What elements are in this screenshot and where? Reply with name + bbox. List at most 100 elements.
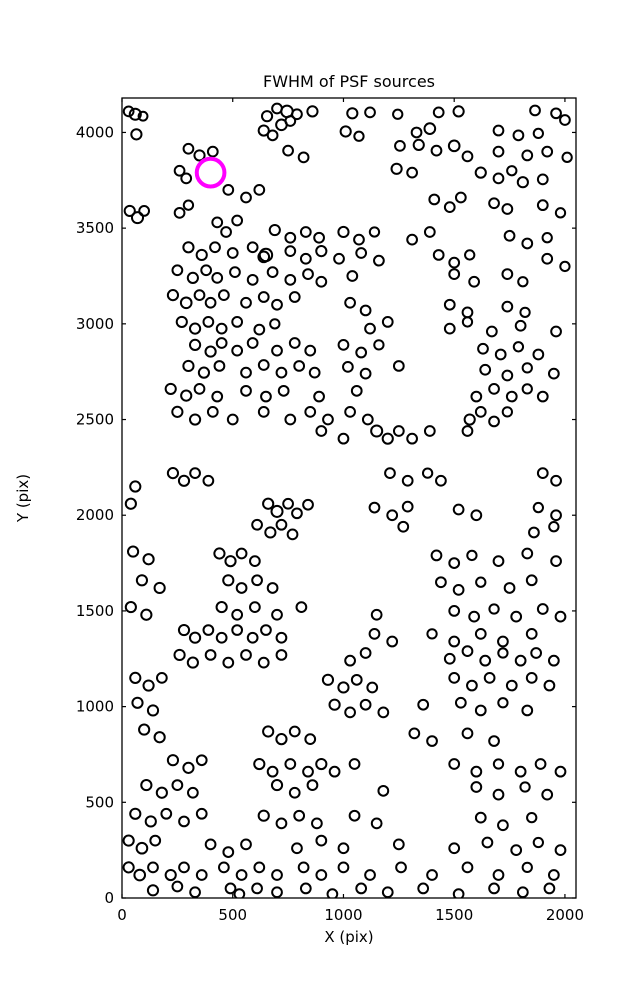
psf-source-circle — [240, 191, 252, 204]
psf-source-circle — [461, 727, 474, 740]
psf-source-circle — [249, 555, 261, 568]
psf-source-circle — [253, 757, 266, 771]
psf-source-circle — [384, 467, 396, 479]
psf-source-circle — [497, 635, 509, 648]
psf-source-circle — [366, 681, 379, 694]
psf-source-circle — [514, 765, 527, 778]
psf-source-circle — [275, 631, 288, 644]
psf-source-circle — [346, 107, 359, 120]
psf-source-circle — [373, 339, 385, 351]
psf-source-circle — [142, 679, 155, 692]
psf-source-circle — [122, 105, 135, 118]
psf-source-circle — [308, 366, 321, 379]
psf-source-circle — [386, 635, 399, 648]
psf-source-circle — [246, 337, 259, 349]
psf-source-circle — [492, 758, 505, 770]
psf-source-circle — [474, 166, 487, 179]
psf-source-circle — [206, 406, 219, 418]
psf-source-circle — [532, 501, 544, 514]
psf-source-markers — [122, 102, 573, 898]
chart-title: FWHM of PSF sources — [263, 72, 435, 91]
psf-source-circle — [514, 319, 527, 332]
psf-source-circle — [521, 362, 533, 374]
psf-source-circle — [423, 425, 436, 437]
psf-source-circle — [368, 226, 381, 238]
psf-source-circle — [129, 807, 142, 820]
psf-source-circle — [187, 786, 199, 799]
psf-source-circle — [454, 696, 467, 709]
psf-source-circle — [211, 216, 224, 229]
psf-source-circle — [461, 645, 474, 657]
psf-source-circle — [222, 184, 235, 196]
psf-source-circle — [534, 758, 547, 770]
y-tick-label: 2000 — [76, 506, 114, 524]
psf-source-circle — [355, 346, 368, 359]
psf-source-circle — [448, 672, 461, 684]
psf-source-circle — [410, 126, 423, 139]
psf-source-circle — [129, 671, 142, 684]
psf-source-circle — [262, 497, 275, 510]
psf-source-circle — [510, 610, 523, 623]
psf-source-circle — [135, 574, 149, 587]
psf-source-circle — [370, 608, 383, 621]
psf-source-circle — [516, 176, 529, 189]
y-tick-label: 0 — [104, 889, 114, 907]
psf-source-circle — [182, 142, 195, 155]
psf-source-circle — [315, 869, 328, 881]
psf-source-circle — [368, 628, 381, 640]
psf-source-circle — [246, 631, 259, 644]
psf-source-circle — [364, 322, 376, 335]
psf-source-circle — [497, 647, 509, 659]
psf-source-circle — [257, 291, 270, 303]
psf-source-circle — [275, 518, 288, 531]
psf-source-circle — [182, 359, 195, 373]
psf-source-circle — [454, 191, 467, 204]
psf-source-circle — [180, 172, 193, 185]
psf-source-circle — [147, 861, 159, 874]
psf-source-circle — [361, 413, 374, 426]
plot-background — [122, 98, 576, 898]
psf-source-circle — [253, 184, 266, 196]
psf-source-circle — [417, 882, 430, 895]
psf-source-circle — [288, 337, 301, 349]
psf-source-circle — [166, 754, 180, 767]
psf-source-circle — [525, 672, 538, 684]
psf-source-circle — [195, 754, 208, 767]
psf-source-circle — [392, 360, 405, 372]
psf-source-circle — [485, 325, 498, 338]
psf-source-circle — [479, 363, 492, 376]
psf-source-circle — [282, 144, 294, 157]
psf-source-circle — [448, 605, 461, 617]
psf-source-circle — [353, 233, 365, 246]
psf-source-circle — [311, 817, 323, 830]
psf-source-circle — [541, 252, 554, 265]
psf-source-circle — [215, 601, 228, 614]
psf-source-circle — [257, 406, 270, 418]
psf-source-circle — [182, 241, 195, 254]
psf-source-circle — [547, 654, 560, 667]
psf-source-circle — [501, 369, 514, 382]
psf-source-circle — [532, 127, 544, 140]
psf-source-circle — [189, 467, 201, 479]
psf-source-circle — [235, 547, 248, 560]
psf-source-circle — [173, 648, 186, 662]
psf-source-circle — [240, 384, 252, 397]
psf-source-circle — [251, 574, 263, 587]
psf-source-circle — [503, 582, 516, 594]
psf-source-circle — [373, 254, 385, 267]
psf-source-circle — [541, 145, 554, 158]
psf-source-circle — [188, 631, 202, 644]
psf-source-circle — [328, 765, 341, 778]
x-tick-label: 1000 — [324, 906, 362, 924]
y-axis-label: Y (pix) — [14, 474, 32, 523]
psf-source-circle — [381, 316, 394, 328]
psf-source-circle — [204, 649, 217, 661]
psf-source-circle — [430, 549, 443, 562]
psf-source-circle — [448, 635, 461, 648]
psf-source-circle — [193, 149, 206, 162]
psf-source-circle — [246, 241, 259, 254]
psf-source-circle — [359, 367, 372, 380]
psf-source-circle — [474, 406, 487, 418]
psf-source-circle — [124, 601, 137, 614]
